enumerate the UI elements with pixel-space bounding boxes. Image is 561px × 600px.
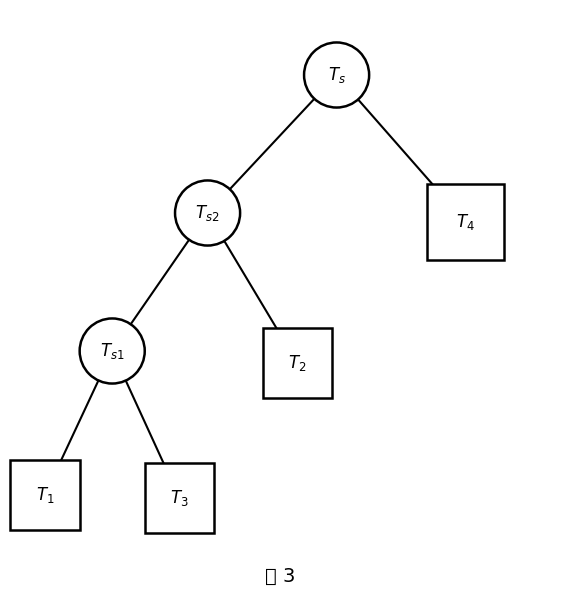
- Text: $T_{s}$: $T_{s}$: [328, 65, 346, 85]
- Bar: [263, 328, 332, 398]
- Text: $T_{2}$: $T_{2}$: [288, 353, 306, 373]
- Ellipse shape: [304, 43, 369, 107]
- Text: $T_{3}$: $T_{3}$: [170, 488, 189, 508]
- Bar: [10, 460, 80, 530]
- Text: $T_{1}$: $T_{1}$: [35, 485, 54, 505]
- Text: 图 3: 图 3: [265, 566, 296, 586]
- Text: $T_{s1}$: $T_{s1}$: [100, 341, 125, 361]
- Ellipse shape: [80, 319, 145, 383]
- Bar: [427, 184, 504, 260]
- Bar: [145, 463, 214, 533]
- Text: $T_{s2}$: $T_{s2}$: [195, 203, 220, 223]
- Text: $T_{4}$: $T_{4}$: [456, 212, 475, 232]
- Ellipse shape: [175, 181, 240, 245]
